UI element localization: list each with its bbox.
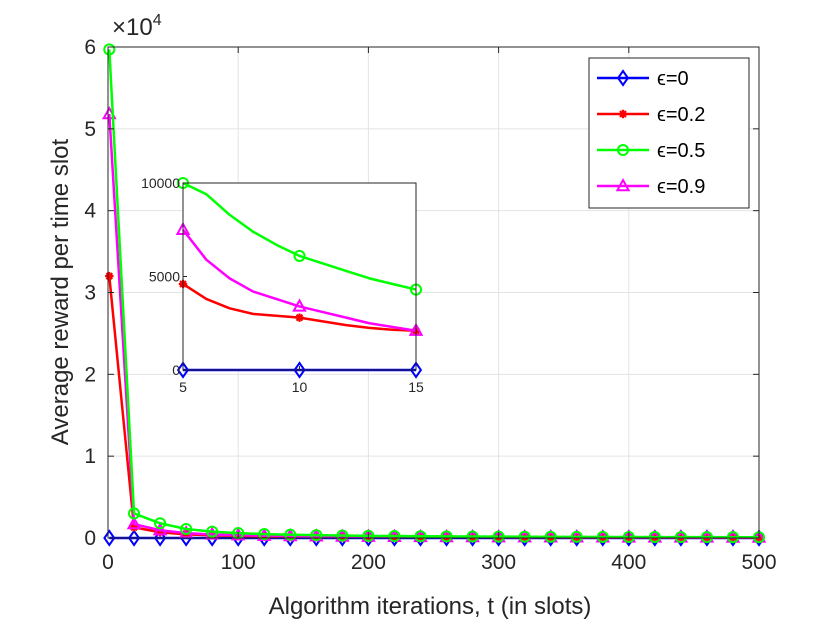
data-point [388,529,401,543]
data-point [440,530,453,543]
inset-data-point [176,361,190,379]
y-tick-label: 2 [84,363,96,386]
x-tick-label: 200 [351,551,386,574]
inset-y-tick-label: 5000 [149,269,180,285]
legend-marker [618,109,628,119]
data-point [414,530,427,543]
data-point [127,529,141,547]
inset-series-line [182,228,417,332]
data-point [544,530,557,543]
data-point [466,530,479,543]
legend: ϵ=0 ϵ=0.2 ϵ=0.5 ϵ=0.9 [588,57,750,209]
x-tick-label: 300 [481,551,516,574]
data-point [492,530,505,543]
inset-chart: 5 10 15 0 5000 10000 [141,175,424,395]
data-point [284,528,297,541]
x-axis-label: Algorithm iterations, t (in slots) [269,593,592,620]
inset-data-point [293,249,306,262]
inset-x-tick-label: 15 [408,379,424,395]
data-point [126,516,142,530]
legend-marker [616,143,630,157]
legend-label: ϵ=0.9 [657,176,705,198]
data-point [204,526,220,540]
x-tick-label: 0 [102,551,114,574]
inset-series-line [182,181,417,291]
inset-data-point [292,298,307,312]
inset-x-tick-label: 10 [292,379,308,395]
x-tick-label: 100 [221,551,256,574]
legend-label: ϵ=0 [657,68,689,90]
data-point [570,530,583,543]
inset-y-tick-label: 10000 [141,175,180,191]
legend-box [588,57,750,209]
legend-marker [616,69,630,87]
data-point [674,531,687,544]
y-axis-label: Average reward per time slot [47,138,74,445]
data-point [622,530,635,544]
inset-y-tick-label: 0 [172,362,180,378]
data-point [128,507,141,520]
data-point [103,43,116,56]
data-point [103,529,116,547]
inset-data-point [295,313,304,322]
y-tick-label: 3 [84,282,96,305]
data-point [362,529,375,542]
legend-label: ϵ=0.2 [657,104,705,126]
data-point [726,531,740,544]
inset-data-point [293,361,306,379]
y-exponent-label: ×104 [112,12,162,41]
inset-x-tick-label: 5 [179,379,187,395]
inset-data-point [409,361,423,379]
data-point [700,531,713,544]
x-tick-label: 400 [611,551,646,574]
legend-marker [615,177,631,192]
data-point [180,522,193,536]
data-point [154,517,167,530]
data-point [153,529,167,547]
y-tick-label: 1 [84,445,96,468]
legend-label: ϵ=0.5 [657,140,705,162]
y-tick-label: 5 [84,118,96,141]
y-tick-label: 6 [84,36,96,59]
x-tick-label: 500 [741,551,776,574]
inset-background [183,183,416,370]
data-point [178,525,194,539]
data-point [258,528,271,541]
data-point [206,525,219,538]
data-point [648,531,661,544]
y-tick-label: 4 [84,200,96,223]
data-point [105,271,114,281]
data-point [518,530,531,543]
data-point [336,529,349,542]
data-point [155,528,165,537]
data-point [596,530,609,543]
y-tick-label: 0 [84,527,96,550]
data-point [310,529,323,542]
data-point [152,522,168,536]
